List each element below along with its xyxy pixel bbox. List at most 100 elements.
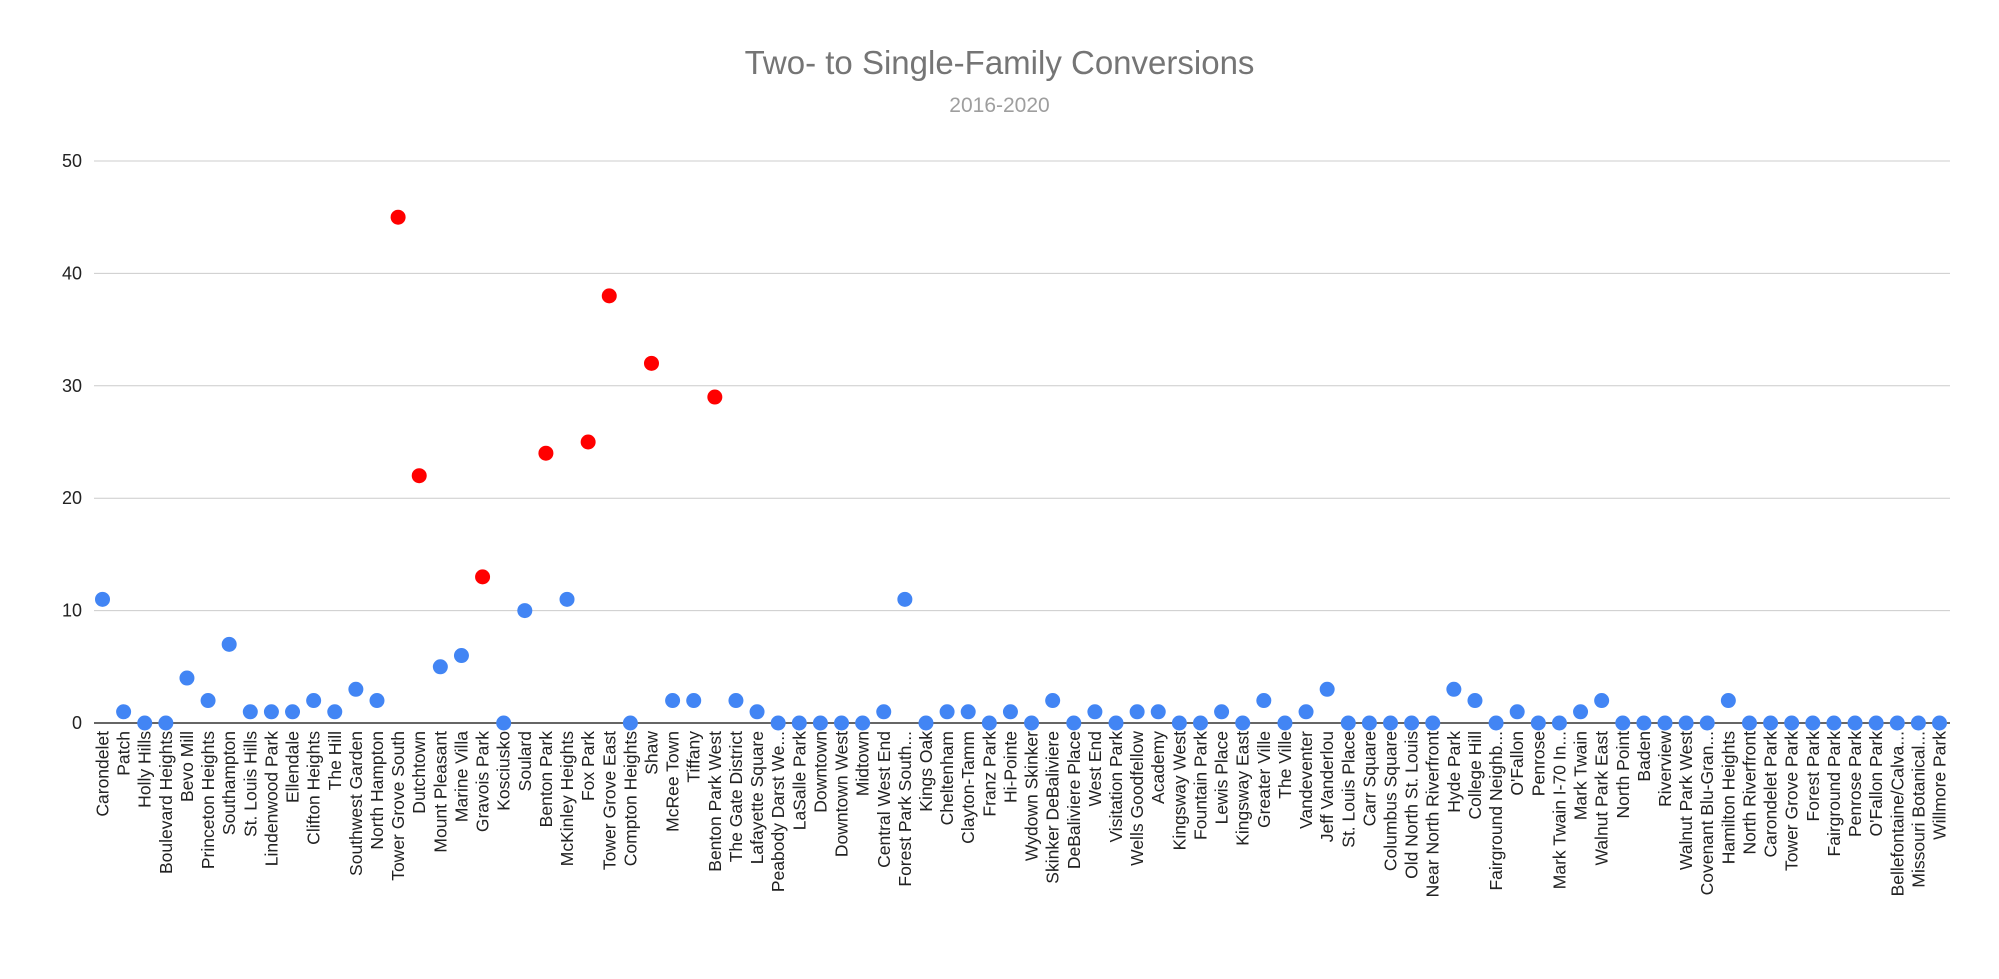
data-point-shaw <box>643 355 659 371</box>
x-tick-label: Penrose Park <box>1845 731 1865 837</box>
x-tick-label: Holly Hills <box>135 731 155 808</box>
x-tick-label: McKinley Heights <box>557 731 577 866</box>
x-tick-label: Midtown <box>853 731 873 796</box>
x-tick-label: Hyde Park <box>1444 731 1464 813</box>
data-point-visitation-park <box>1108 715 1124 731</box>
x-tick-label: St. Louis Hills <box>240 731 260 837</box>
x-tick-label: Kosciusko <box>494 731 514 811</box>
data-point-kingsway-east <box>1235 715 1251 731</box>
x-tick-label: Mount Pleasant <box>430 731 450 853</box>
data-point-ellendale <box>285 704 301 720</box>
data-point-vandeventer <box>1298 704 1314 720</box>
x-tick-label: Tiffany <box>684 731 704 783</box>
data-point-patch <box>116 704 132 720</box>
x-tick-label: Greater Ville <box>1254 731 1274 828</box>
data-point-baden <box>1636 715 1652 731</box>
x-tick-label: Willmore Park <box>1930 731 1950 840</box>
x-tick-label: The Gate District <box>726 731 746 862</box>
data-point-the-ville <box>1277 715 1293 731</box>
x-tick-label: North Riverfront <box>1739 731 1759 855</box>
x-tick-label: The Hill <box>325 731 345 790</box>
data-point-marine-villa <box>453 648 469 664</box>
data-point-boulevard-heights <box>158 715 174 731</box>
data-point-north-point <box>1615 715 1631 731</box>
x-tick-label: Marine Villa <box>451 731 471 822</box>
x-tick-label: Jeff Vanderlou <box>1317 731 1337 842</box>
x-tick-label: Benton Park <box>536 731 556 828</box>
data-point-lafayette-square <box>749 704 765 720</box>
data-point-kings-oak <box>918 715 934 731</box>
data-point-o-fallon-park <box>1868 715 1884 731</box>
data-point-benton-park-west <box>707 389 723 405</box>
x-tick-label: Covenant Blu-Gran... <box>1697 731 1717 895</box>
x-tick-label: Wells Goodfellow <box>1127 731 1147 866</box>
data-point-lindenwood-park <box>263 704 279 720</box>
data-point-the-gate-district <box>728 693 744 709</box>
data-point-dutchtown <box>411 468 427 484</box>
data-point-benton-park <box>538 445 554 461</box>
x-tick-label: Fox Park <box>578 731 598 801</box>
x-tick-label: Old North St. Louis <box>1402 731 1422 879</box>
x-tick-label: Downtown West <box>832 731 852 857</box>
chart-title: Two- to Single-Family Conversions <box>744 44 1255 81</box>
x-tick-label: Visitation Park <box>1106 731 1126 843</box>
x-tick-label: Columbus Square <box>1381 731 1401 871</box>
data-point-fairground-neighb <box>1488 715 1504 731</box>
data-point-southwest-garden <box>348 681 364 697</box>
data-point-tower-grove-park <box>1784 715 1800 731</box>
data-point-clayton-tamm <box>960 704 976 720</box>
x-tick-label: Bevo Mill <box>177 731 197 802</box>
x-tick-label: LaSalle Park <box>789 731 809 830</box>
data-point-st-louis-place <box>1340 715 1356 731</box>
data-point-carondelet-park <box>1763 715 1779 731</box>
x-tick-label: Walnut Park East <box>1592 731 1612 866</box>
x-tick-label: Penrose <box>1528 731 1548 796</box>
x-tick-label: Kingsway East <box>1233 731 1253 846</box>
x-tick-label: Carondelet <box>93 731 113 817</box>
data-point-hi-pointe <box>1002 704 1018 720</box>
data-point-kosciusko <box>496 715 512 731</box>
data-point-walnut-park-west <box>1678 715 1694 731</box>
x-tick-label: Cheltenham <box>937 731 957 825</box>
data-point-north-riverfront <box>1741 715 1757 731</box>
data-point-clifton-heights <box>306 693 322 709</box>
x-tick-label: Bellefontaine/Calva... <box>1887 731 1907 896</box>
y-tick-label: 30 <box>62 376 82 396</box>
data-point-college-hill <box>1467 693 1483 709</box>
data-point-missouri-botanical <box>1910 715 1926 731</box>
data-point-fountain-park <box>1192 715 1208 731</box>
data-point-covenant-blu-gran <box>1699 715 1715 731</box>
data-point-old-north-st-louis <box>1404 715 1420 731</box>
data-point-peabody-darst-we <box>770 715 786 731</box>
x-tick-label: Southwest Garden <box>346 731 366 876</box>
data-point-fox-park <box>580 434 596 450</box>
data-point-hamilton-heights <box>1720 693 1736 709</box>
y-tick-label: 0 <box>72 713 82 733</box>
data-point-academy <box>1150 704 1166 720</box>
data-point-franz-park <box>981 715 997 731</box>
data-point-downtown-west <box>834 715 850 731</box>
x-tick-label: West End <box>1085 731 1105 807</box>
x-tick-label: Mark Twain I-70 In... <box>1549 731 1569 889</box>
x-tick-label: Near North Riverfront <box>1423 731 1443 897</box>
x-tick-label: Skinker DeBaliviere <box>1043 731 1063 884</box>
data-point-debaliviere-place <box>1066 715 1082 731</box>
data-point-tower-grove-east <box>601 288 617 304</box>
x-tick-label: Kings Oak <box>916 731 936 812</box>
x-tick-label: Franz Park <box>979 731 999 817</box>
data-point-hyde-park <box>1446 681 1462 697</box>
data-point-tiffany <box>686 693 702 709</box>
data-point-wydown-skinker <box>1024 715 1040 731</box>
x-tick-label: St. Louis Place <box>1338 731 1358 848</box>
data-point-north-hampton <box>369 693 385 709</box>
data-point-central-west-end <box>876 704 892 720</box>
data-point-mark-twain <box>1573 704 1589 720</box>
x-tick-label: College Hill <box>1465 731 1485 820</box>
x-tick-label: Walnut Park West <box>1676 731 1696 870</box>
x-tick-label: DeBaliviere Place <box>1064 731 1084 869</box>
data-point-southampton <box>221 636 237 652</box>
data-point-fairground-park <box>1826 715 1842 731</box>
data-point-lewis-place <box>1214 704 1230 720</box>
